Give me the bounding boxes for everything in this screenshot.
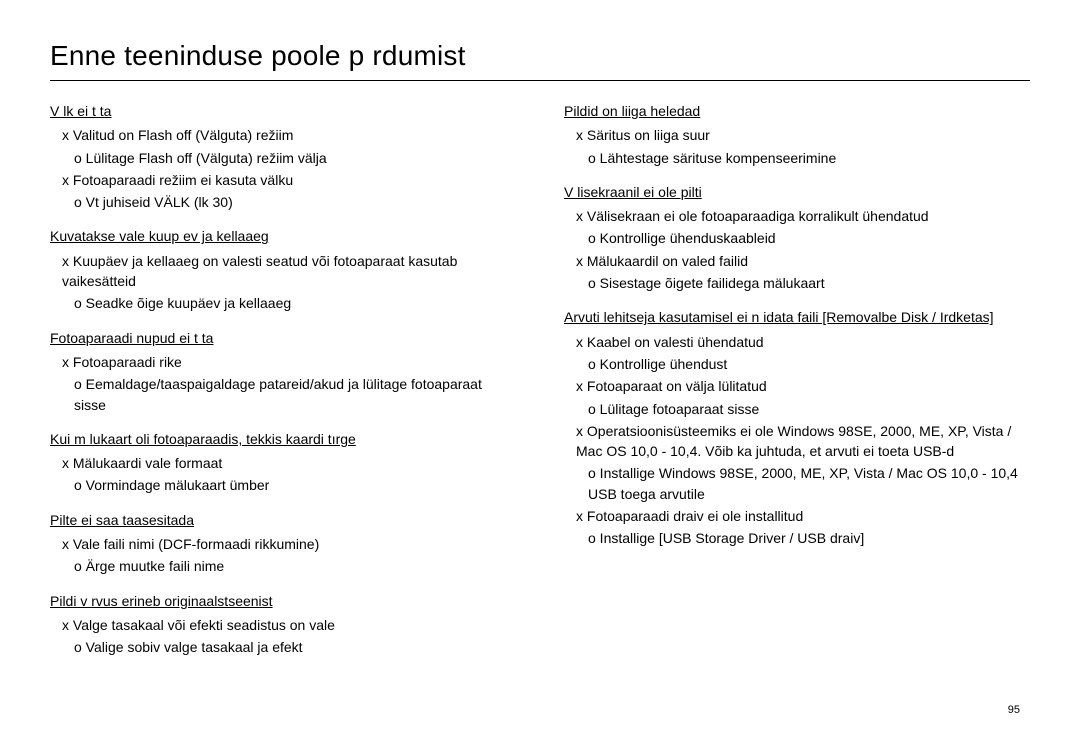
page-title: Enne teeninduse poole p rdumist <box>50 40 1030 72</box>
solution-line: o Vormindage mälukaart ümber <box>50 475 516 495</box>
problem-line: x Säritus on liiga suur <box>564 125 1030 145</box>
solution-line: o Seadke õige kuupäev ja kellaaeg <box>50 293 516 313</box>
problem-line: x Valge tasakaal või efekti seadistus on… <box>50 615 516 635</box>
solution-line: o Eemaldage/taaspaigaldage patareid/akud… <box>50 374 516 415</box>
section-heading: Pildid on liiga heledad <box>564 101 1030 121</box>
solution-line: o Installige Windows 98SE, 2000, ME, XP,… <box>564 463 1030 504</box>
section-heading: V lisekraanil ei ole pilti <box>564 182 1030 202</box>
problem-line: x Mälukaardil on valed failid <box>564 251 1030 271</box>
solution-line: o Sisestage õigete failidega mälukaart <box>564 273 1030 293</box>
problem-line: x Mälukaardi vale formaat <box>50 453 516 473</box>
problem-line: x Kuupäev ja kellaaeg on valesti seatud … <box>50 251 516 292</box>
solution-line: o Ärge muutke faili nime <box>50 556 516 576</box>
page-number: 95 <box>1008 704 1020 716</box>
problem-line: x Kaabel on valesti ühendatud <box>564 332 1030 352</box>
solution-line: o Valige sobiv valge tasakaal ja efekt <box>50 637 516 657</box>
solution-line: o Vt juhiseid VÄLK (lk 30) <box>50 192 516 212</box>
section-heading: Pildi v rvus erineb originaalstseenist <box>50 591 516 611</box>
columns-container: V lk ei t ta x Valitud on Flash off (Välg… <box>50 101 1030 660</box>
section-heading: Fotoaparaadi nupud ei t ta <box>50 328 516 348</box>
solution-line: o Kontrollige ühenduskaableid <box>564 228 1030 248</box>
problem-line: x Operatsioonisüsteemiks ei ole Windows … <box>564 421 1030 462</box>
title-rule <box>50 80 1030 81</box>
problem-line: x Valitud on Flash off (Välguta) režiim <box>50 125 516 145</box>
problem-line: x Fotoaparaat on välja lülitatud <box>564 376 1030 396</box>
section-heading: V lk ei t ta <box>50 101 516 121</box>
problem-line: x Vale faili nimi (DCF-formaadi rikkumin… <box>50 534 516 554</box>
solution-line: o Installige [USB Storage Driver / USB d… <box>564 528 1030 548</box>
solution-line: o Lülitage fotoaparaat sisse <box>564 399 1030 419</box>
section-heading: Arvuti lehitseja kasutamisel ei n idata … <box>564 307 1030 327</box>
document-page: Enne teeninduse poole p rdumist V lk ei … <box>0 0 1080 746</box>
solution-line: o Lülitage Flash off (Välguta) režiim vä… <box>50 148 516 168</box>
section-heading: Pilte ei saa taasesitada <box>50 510 516 530</box>
section-heading: Kuvatakse vale kuup ev ja kellaaeg <box>50 226 516 246</box>
solution-line: o Lähtestage särituse kompenseerimine <box>564 148 1030 168</box>
right-column: Pildid on liiga heledad x Säritus on liig… <box>564 101 1030 660</box>
problem-line: x Fotoaparaadi rike <box>50 352 516 372</box>
section-heading: Kui m lukaart oli fotoaparaadis, tekkis … <box>50 429 516 449</box>
problem-line: x Fotoaparaadi režiim ei kasuta välku <box>50 170 516 190</box>
solution-line: o Kontrollige ühendust <box>564 354 1030 374</box>
problem-line: x Välisekraan ei ole fotoaparaadiga korr… <box>564 206 1030 226</box>
problem-line: x Fotoaparaadi draiv ei ole installitud <box>564 506 1030 526</box>
left-column: V lk ei t ta x Valitud on Flash off (Välg… <box>50 101 516 660</box>
